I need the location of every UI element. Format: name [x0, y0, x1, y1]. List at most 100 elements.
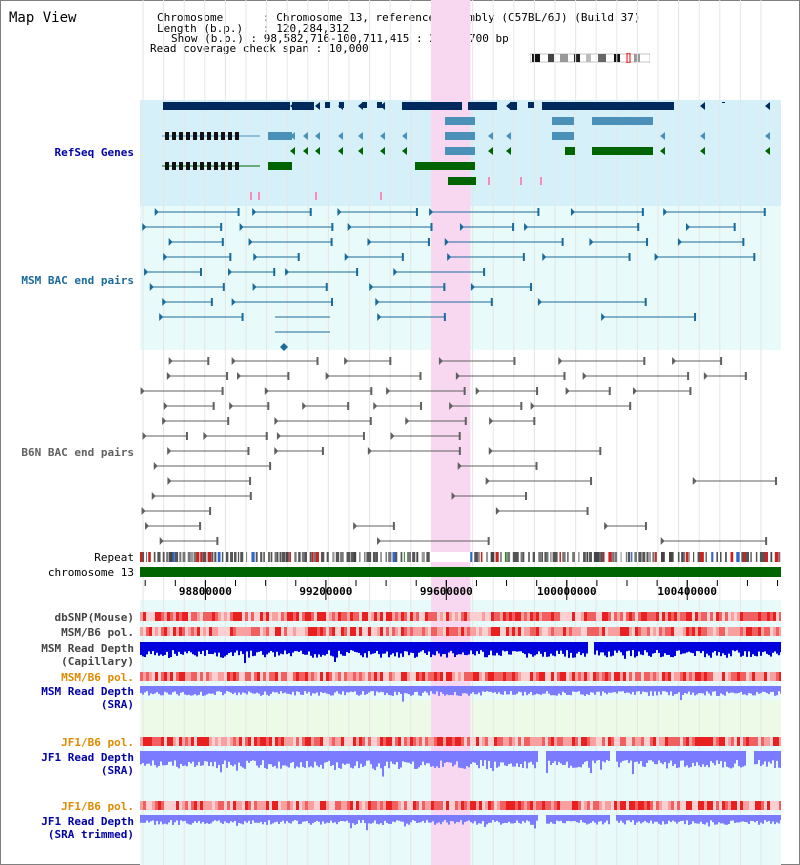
read-depth-bar — [528, 815, 530, 822]
polymorphism-cell — [305, 672, 308, 681]
b6n-bac-track[interactable] — [140, 357, 777, 545]
polymorphism-cell — [722, 672, 725, 681]
refseq-marker — [380, 192, 382, 200]
polymorphism-cell — [275, 672, 278, 681]
polymorphism-cell — [779, 801, 781, 810]
polymorphism-cell — [641, 627, 644, 636]
polymorphism-cell — [272, 801, 275, 810]
read-depth-bar — [662, 815, 664, 822]
read-depth-bar — [292, 751, 294, 762]
read-depth-bar — [780, 751, 781, 769]
polymorphism-cell — [233, 627, 236, 636]
polymorphism-cell — [563, 737, 566, 746]
polymorphism-cell — [458, 672, 461, 681]
polymorphism-cell — [614, 627, 617, 636]
polymorphism-cell — [575, 801, 578, 810]
polymorphism-cell — [776, 801, 779, 810]
read-depth-bar — [774, 751, 776, 768]
read-depth-bar — [194, 642, 196, 656]
read-depth-bar — [240, 686, 242, 695]
polymorphism-cell — [566, 801, 569, 810]
read-depth-bar — [728, 686, 730, 694]
read-depth-bar — [142, 815, 144, 823]
polymorphism-cell — [155, 672, 158, 681]
read-depth-bar — [156, 815, 158, 822]
refseq-marker — [315, 192, 317, 200]
polymorphism-cell — [212, 612, 215, 621]
read-depth-tracks[interactable] — [140, 642, 781, 831]
read-depth-bar — [716, 815, 718, 825]
read-depth-bar — [716, 642, 718, 656]
refseq-genes-track[interactable] — [162, 102, 770, 200]
read-depth-bar — [332, 815, 334, 823]
polymorphism-cell — [338, 627, 341, 636]
read-depth-bar — [316, 751, 318, 766]
read-depth-bar — [180, 751, 182, 764]
read-depth-bar — [658, 815, 660, 824]
read-depth-bar — [428, 642, 430, 652]
gene-exon — [424, 102, 462, 110]
polymorphism-cell — [221, 627, 224, 636]
polymorphism-cell — [584, 627, 587, 636]
read-depth-bar — [658, 686, 660, 692]
bac-end-marker — [144, 268, 149, 276]
polymorphism-cell — [740, 672, 743, 681]
read-depth-bar — [632, 751, 634, 775]
polymorphism-cell — [308, 672, 311, 681]
msm-bac-track[interactable] — [142, 208, 766, 351]
read-depth-bar — [294, 751, 296, 769]
polymorphism-cell — [665, 672, 668, 681]
polymorphism-cell — [443, 801, 446, 810]
read-depth-bar — [320, 751, 322, 765]
read-depth-bar — [732, 751, 734, 768]
polymorphism-cell — [482, 801, 485, 810]
read-depth-bar — [516, 751, 518, 764]
repeat-element — [234, 552, 237, 562]
polymorphism-cell — [164, 627, 167, 636]
polymorphism-cell — [611, 612, 614, 621]
polymorphism-cell — [617, 672, 620, 681]
read-depth-bar — [358, 815, 360, 821]
polymorphism-cell — [530, 801, 533, 810]
polymorphism-cell — [617, 627, 620, 636]
grid-lines — [142, 0, 762, 865]
read-depth-bar — [588, 751, 590, 768]
bac-end-marker — [561, 238, 564, 246]
repeat-element — [268, 552, 270, 562]
polymorphism-cell — [443, 612, 446, 621]
read-depth-bar — [554, 686, 556, 696]
polymorphism-cell — [158, 627, 161, 636]
repeat-element — [612, 552, 615, 562]
polymorphism-cell — [140, 801, 143, 810]
polymorphism-cell — [620, 627, 623, 636]
read-depth-bar — [412, 686, 414, 696]
read-depth-bar — [550, 751, 552, 766]
read-depth-bar — [454, 642, 456, 657]
polymorphism-cell — [215, 737, 218, 746]
read-depth-bar — [702, 751, 704, 765]
bac-end-marker — [337, 208, 342, 216]
repeat-track[interactable] — [140, 552, 781, 562]
polymorphism-cell — [428, 627, 431, 636]
label-msm-b6-pol: MSM/B6 pol. — [61, 626, 134, 639]
polymorphism-cell — [287, 737, 290, 746]
polymorphism-cell — [686, 672, 689, 681]
polymorphism-cell — [545, 627, 548, 636]
read-depth-bar — [592, 751, 594, 761]
repeat-element — [755, 552, 758, 562]
read-depth-bar — [188, 686, 190, 695]
polymorphism-tracks[interactable] — [140, 612, 781, 810]
repeat-element — [202, 552, 207, 562]
polymorphism-cell — [557, 627, 560, 636]
polymorphism-cell — [632, 737, 635, 746]
read-depth-bar — [318, 751, 320, 768]
repeat-element — [627, 552, 631, 562]
genome-track-canvas[interactable] — [140, 0, 781, 865]
polymorphism-cell — [524, 612, 527, 621]
polymorphism-cell — [446, 612, 449, 621]
read-depth-bar — [542, 642, 544, 657]
read-depth-bar — [448, 815, 450, 825]
polymorphism-cell — [683, 612, 686, 621]
repeat-element — [351, 552, 355, 562]
read-depth-bar — [646, 686, 648, 693]
